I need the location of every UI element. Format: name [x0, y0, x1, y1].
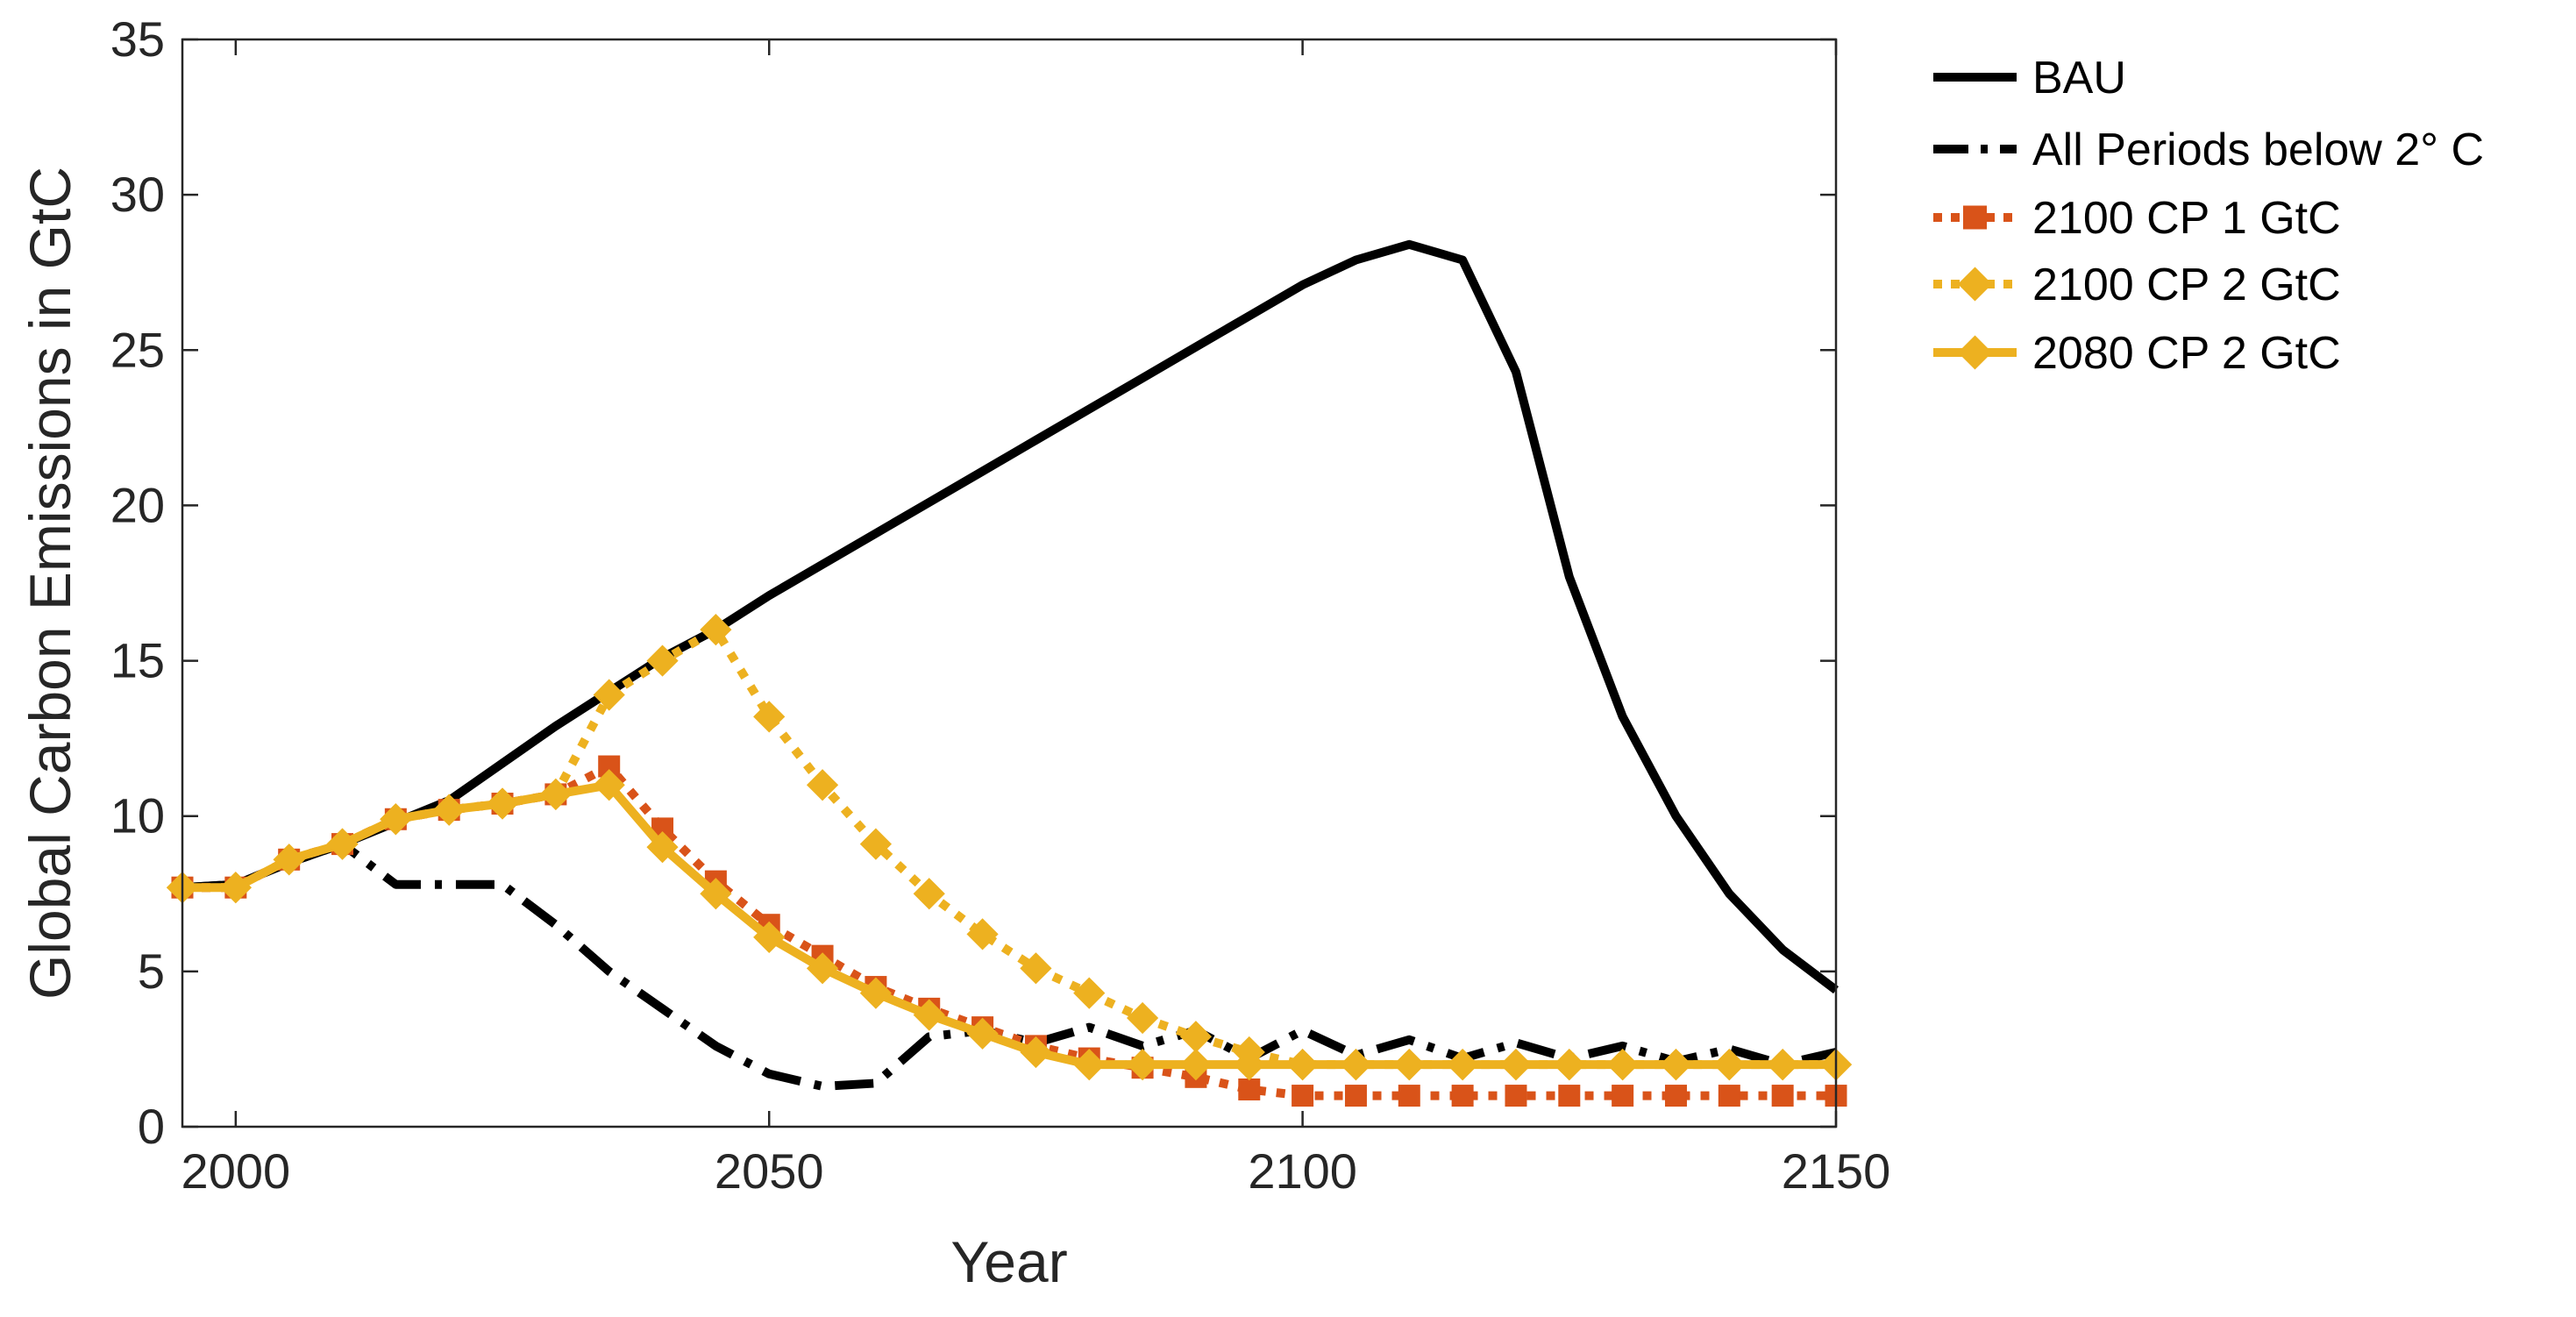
plot-frame: [181, 38, 1838, 1128]
data-point: [1340, 1049, 1372, 1081]
data-point: [1713, 1049, 1746, 1081]
data-point: [646, 644, 679, 677]
data-point: [593, 769, 625, 801]
data-point: [966, 1017, 999, 1050]
legend-item: All Periods below 2° C: [1933, 125, 2484, 175]
data-point: [1179, 1049, 1213, 1081]
data-point: [1771, 1085, 1794, 1107]
legend-label: 2080 CP 2 GtC: [2032, 328, 2341, 379]
data-point: [1451, 1085, 1474, 1107]
data-point: [273, 844, 305, 876]
legend: BAU All Periods below 2° C 2100 CP 1 GtC 21…: [1933, 53, 2484, 379]
x-tick-label: 2000: [181, 1143, 291, 1199]
data-point: [1398, 1085, 1420, 1107]
legend-marker: [1957, 267, 1993, 302]
series-all-periods-below-2-c: [181, 839, 1838, 1091]
data-point: [380, 803, 412, 836]
data-point: [1606, 1049, 1639, 1081]
data-point: [753, 921, 786, 953]
x-tick-label: 2150: [1782, 1143, 1891, 1199]
data-point: [433, 794, 466, 826]
data-point: [1558, 1085, 1581, 1107]
y-tick-label: 30: [110, 167, 165, 222]
legend-label: BAU: [2032, 53, 2126, 103]
data-point: [1238, 1078, 1261, 1100]
data-point: [1660, 1049, 1692, 1081]
data-point: [1344, 1085, 1367, 1107]
data-point: [326, 828, 359, 860]
data-point: [1020, 1036, 1052, 1069]
data-point: [806, 769, 839, 801]
data-point: [1505, 1085, 1527, 1107]
data-point: [913, 999, 945, 1031]
series-line: [181, 239, 1839, 994]
data-point: [1020, 952, 1052, 985]
data-point: [1073, 1049, 1106, 1081]
data-point: [1447, 1049, 1479, 1081]
data-point: [1126, 1049, 1159, 1081]
legend-marker: [1957, 335, 1993, 370]
legend-label: All Periods below 2° C: [2032, 125, 2484, 175]
data-point: [486, 787, 519, 820]
data-point: [1767, 1049, 1799, 1081]
y-tick-label: 25: [110, 322, 165, 377]
data-point: [859, 828, 893, 860]
data-point: [1073, 977, 1106, 1009]
legend-item: 2100 CP 2 GtC: [1933, 260, 2341, 310]
y-tick-label: 5: [138, 943, 165, 999]
data-point: [1292, 1085, 1314, 1107]
data-point: [1718, 1085, 1740, 1107]
data-point: [753, 701, 786, 733]
y-tick-label: 35: [110, 11, 165, 67]
data-point: [1612, 1085, 1634, 1107]
data-point: [1233, 1049, 1265, 1081]
data-point: [219, 872, 252, 904]
series-2080-cp-2-gtc: [166, 769, 1853, 1081]
data-point: [1664, 1085, 1687, 1107]
x-tick-label: 2100: [1248, 1143, 1357, 1199]
legend-label: 2100 CP 2 GtC: [2032, 260, 2341, 310]
axes-layer: 2000 2050 2100 2150 0 5 10 15 20 25 30 35: [110, 11, 1891, 1199]
y-axis-label: Global Carbon Emissions in GtC: [18, 167, 82, 1000]
data-point: [913, 878, 945, 910]
legend-item: 2080 CP 2 GtC: [1933, 328, 2341, 379]
y-tick-label: 20: [110, 477, 165, 532]
y-tick-label: 10: [110, 788, 165, 844]
data-point: [700, 614, 732, 646]
data-point: [1499, 1049, 1533, 1081]
x-axis-label: Year: [950, 1229, 1067, 1294]
y-tick-label: 0: [138, 1099, 165, 1154]
data-point: [646, 831, 679, 864]
data-point: [1553, 1049, 1585, 1081]
data-point: [593, 679, 625, 711]
data-point: [1286, 1049, 1319, 1081]
data-point: [1393, 1049, 1426, 1081]
data-point: [1126, 1001, 1159, 1035]
legend-item: BAU: [1933, 53, 2126, 103]
plot-area: [182, 39, 1836, 1127]
data-point: [966, 918, 999, 950]
series-line: [181, 839, 1838, 1091]
y-tick-label: 15: [110, 633, 165, 688]
legend-item: 2100 CP 1 GtC: [1933, 193, 2341, 244]
data-point: [700, 878, 732, 910]
series-bau: [181, 239, 1839, 994]
data-point: [859, 977, 893, 1009]
series-layer: [166, 239, 1853, 1107]
legend-label: 2100 CP 1 GtC: [2032, 193, 2341, 244]
data-point: [806, 952, 839, 985]
legend-marker: [1963, 205, 1987, 230]
data-point: [539, 778, 572, 811]
x-tick-label: 2050: [715, 1143, 824, 1199]
